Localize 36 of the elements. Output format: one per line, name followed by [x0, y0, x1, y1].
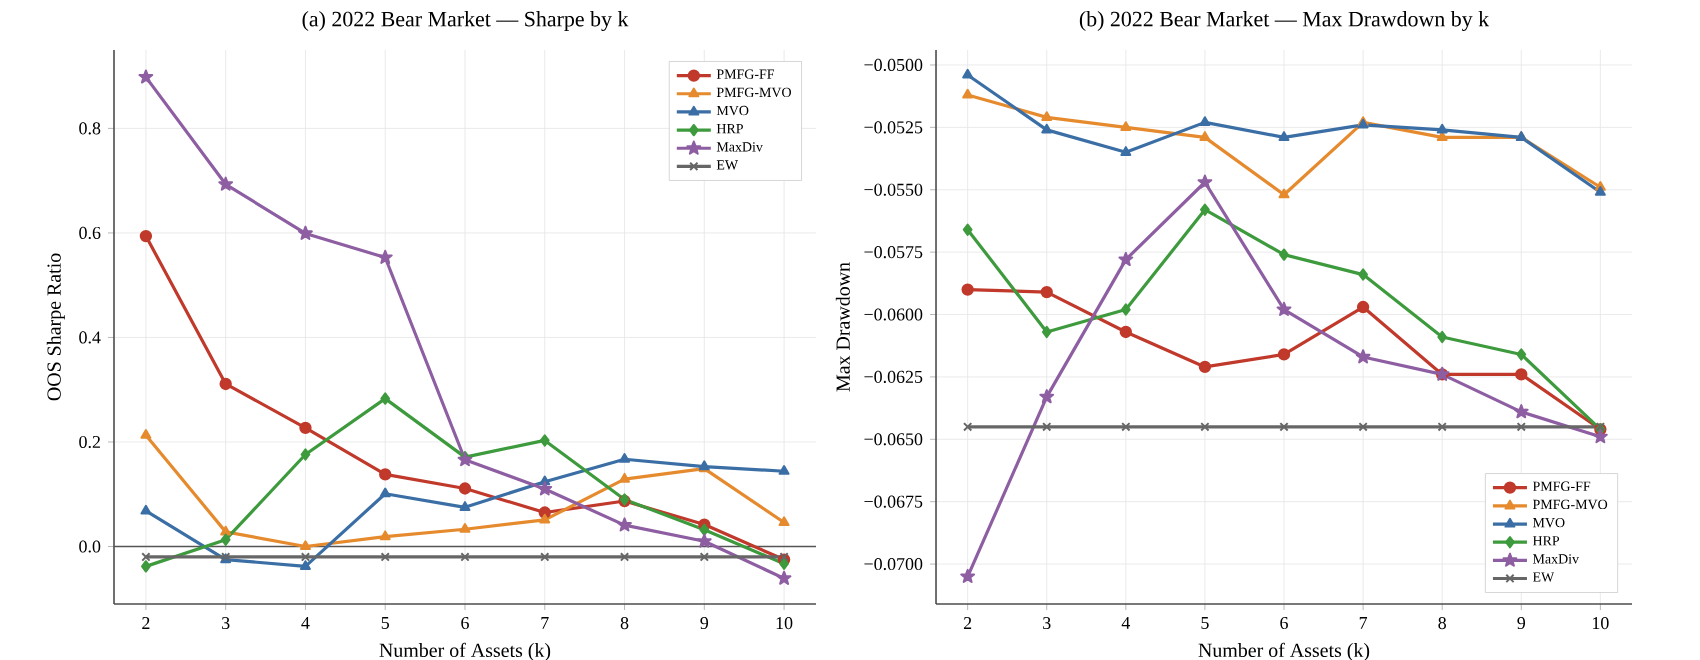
x-tick-label: 9 [700, 617, 709, 630]
x-tick-label: 2 [963, 617, 972, 629]
y-tick-label: −0.0700 [864, 557, 923, 571]
x-tick-label: 2 [142, 617, 150, 629]
y-tick-label: 0.0 [79, 540, 101, 553]
y-tick-label: −0.0550 [864, 183, 923, 196]
x-tick-label: 5 [381, 617, 390, 629]
y-tick-label: −0.0575 [864, 246, 923, 259]
x-tick-label: 4 [1121, 617, 1131, 629]
chart-title: (b) 2022 Bear Market — Max Drawdown by k [1079, 11, 1490, 31]
y-tick-label: −0.0625 [864, 370, 923, 383]
x-tick-label: 6 [461, 617, 469, 630]
x-tick-label: 4 [301, 617, 310, 629]
y-tick-label: −0.0675 [864, 495, 923, 508]
x-tick-label: 10 [776, 617, 793, 630]
chart-title: (a) 2022 Bear Market — Sharpe by k [302, 11, 629, 31]
x-tick-label: 10 [1592, 617, 1609, 630]
x-tick-label: 7 [541, 617, 549, 629]
y-tick-label: −0.0525 [864, 121, 923, 134]
x-tick-label: 9 [1517, 617, 1526, 630]
y-axis-title: OOS Sharpe Ratio [46, 253, 65, 401]
x-tick-label: 3 [1043, 617, 1051, 630]
y-tick-label: 0.4 [79, 331, 101, 344]
y-tick-label: −0.0500 [864, 58, 923, 72]
y-tick-label: −0.0600 [864, 308, 923, 321]
x-tick-label: 8 [1438, 617, 1446, 630]
y-tick-label: 0.2 [79, 435, 100, 449]
x-tick-label: 6 [1280, 617, 1288, 630]
y-tick-label: 0.6 [79, 226, 101, 240]
x-tick-label: 5 [1201, 617, 1209, 629]
y-tick-label: 0.8 [79, 122, 101, 135]
x-tick-label: 7 [1359, 617, 1368, 629]
x-tick-label: 8 [620, 617, 629, 630]
y-tick-label: −0.0650 [864, 433, 923, 446]
y-axis-title: Max Drawdown [835, 262, 850, 392]
x-tick-label: 3 [222, 617, 230, 630]
